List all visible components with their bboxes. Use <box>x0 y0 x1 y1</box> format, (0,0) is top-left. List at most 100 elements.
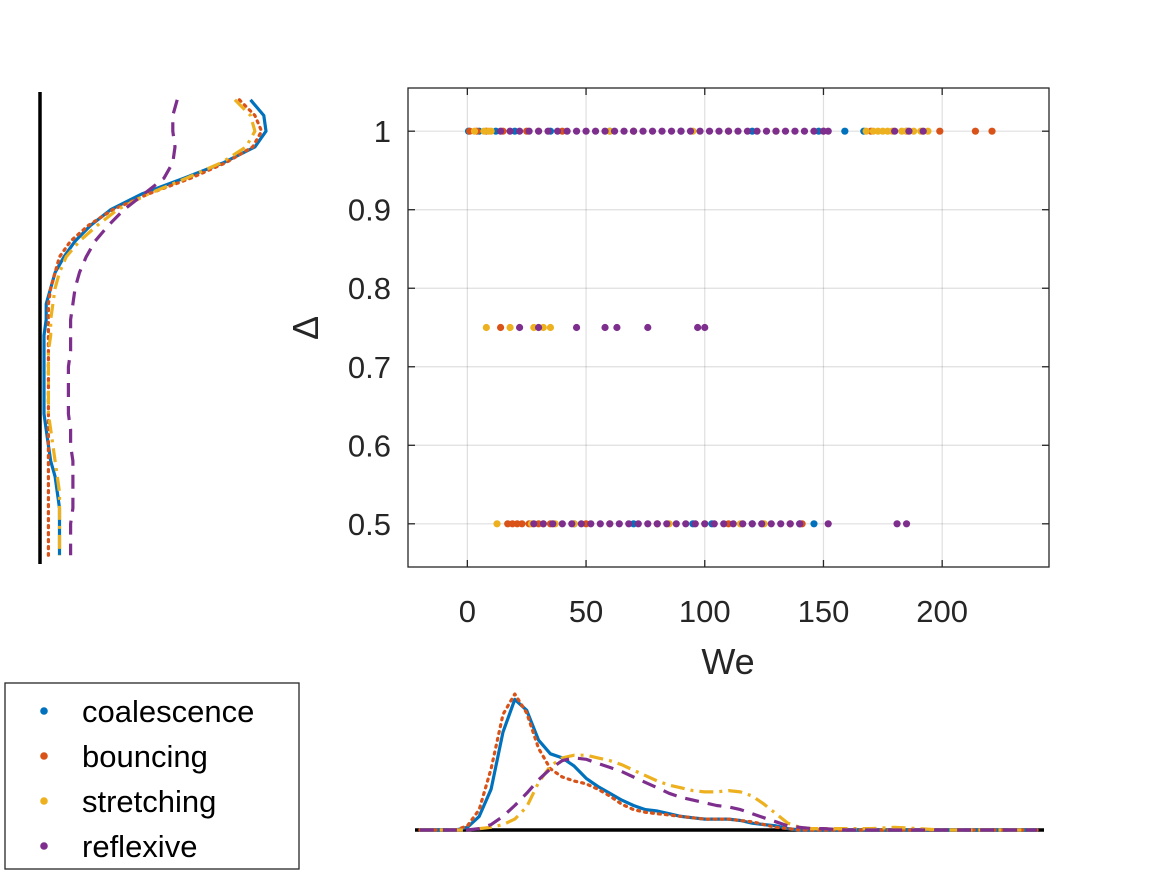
data-point-reflexive <box>667 127 676 135</box>
y-tick-label: 0.7 <box>348 350 391 385</box>
x-tick-label: 200 <box>916 594 968 629</box>
data-point-reflexive <box>663 520 671 528</box>
x-tick-label: 150 <box>798 594 850 629</box>
data-point-reflexive <box>720 520 728 528</box>
legend-marker-coalescence <box>40 707 48 715</box>
data-point-stretching <box>546 323 555 332</box>
data-point-coalescence <box>841 127 849 135</box>
y-tick-label: 1 <box>374 114 391 149</box>
data-point-reflexive <box>796 520 804 528</box>
data-point-reflexive <box>748 520 756 528</box>
data-point-reflexive <box>800 127 809 135</box>
data-point-reflexive <box>591 127 600 135</box>
legend-marker-stretching <box>40 797 48 805</box>
data-point-reflexive <box>824 127 832 135</box>
data-point-stretching <box>862 127 870 135</box>
data-point-reflexive <box>506 127 514 135</box>
legend: coalescence bouncing stretching reflexiv… <box>4 682 300 870</box>
data-point-coalescence <box>810 520 818 528</box>
x-tick-label: 100 <box>679 594 731 629</box>
data-point-reflexive <box>644 520 652 528</box>
data-point-reflexive <box>691 520 699 528</box>
marginal-y-plot <box>38 92 268 564</box>
data-point-reflexive <box>767 520 775 528</box>
legend-label-stretching: stretching <box>82 784 216 819</box>
data-point-reflexive <box>905 127 913 135</box>
x-axis-label: We <box>701 641 754 682</box>
data-point-reflexive <box>893 520 901 528</box>
data-point-bouncing <box>936 127 944 135</box>
data-point-reflexive <box>534 323 543 332</box>
plot-frame <box>407 87 1050 568</box>
data-point-reflexive <box>710 520 718 528</box>
data-point-reflexive <box>734 127 742 135</box>
data-point-reflexive <box>658 127 666 135</box>
data-point-bouncing <box>518 520 526 528</box>
data-point-reflexive <box>694 323 702 332</box>
data-point-stretching <box>493 520 501 528</box>
data-point-reflexive <box>705 127 714 135</box>
data-point-reflexive <box>919 127 927 135</box>
data-point-reflexive <box>525 127 533 135</box>
data-point-reflexive <box>777 520 785 528</box>
data-point-reflexive <box>810 127 818 135</box>
data-point-reflexive <box>781 127 790 135</box>
marginal-y-curves <box>42 98 268 557</box>
data-point-reflexive <box>739 520 747 528</box>
data-point-reflexive <box>534 127 543 135</box>
marginal-x-plot <box>415 692 1044 832</box>
data-point-reflexive <box>544 127 552 135</box>
x-tick-label: 0 <box>459 594 476 629</box>
data-point-reflexive <box>653 520 661 528</box>
data-point-reflexive <box>696 127 704 135</box>
data-point-reflexive <box>686 127 695 135</box>
data-point-reflexive <box>553 127 562 135</box>
legend-marker-bouncing <box>40 752 48 760</box>
data-point-stretching <box>470 127 479 135</box>
y-tick-label: 0.6 <box>348 428 391 463</box>
data-point-reflexive <box>682 520 690 528</box>
marginal-x-curves <box>418 692 1039 832</box>
legend-label-coalescence: coalescence <box>82 694 254 729</box>
data-point-reflexive <box>625 520 633 528</box>
data-point-reflexive <box>549 520 557 528</box>
marginal-x-curve-stretching <box>419 753 1038 832</box>
marginal-y-curve-bouncing <box>46 98 264 557</box>
data-point-bouncing <box>496 323 505 332</box>
data-point-reflexive <box>701 520 709 528</box>
data-point-reflexive <box>786 520 794 528</box>
marginal-y-curve-coalescence <box>42 98 268 556</box>
data-point-reflexive <box>644 323 652 332</box>
marginal-y-curve-reflexive <box>66 99 179 556</box>
legend-marker-reflexive <box>40 842 48 850</box>
data-point-reflexive <box>824 520 832 528</box>
data-point-reflexive <box>762 127 771 135</box>
y-axis-label: Δ <box>285 316 326 340</box>
data-point-reflexive <box>620 127 628 135</box>
data-point-reflexive <box>729 520 737 528</box>
data-point-reflexive <box>715 127 723 135</box>
data-point-reflexive <box>601 323 609 332</box>
x-tick-label: 50 <box>569 594 603 629</box>
legend-box <box>4 682 300 870</box>
data-point-reflexive <box>577 520 585 528</box>
marginal-x-curve-reflexive <box>419 756 1038 832</box>
data-point-reflexive <box>515 323 524 332</box>
data-point-reflexive <box>568 520 576 528</box>
data-point-reflexive <box>648 127 657 135</box>
legend-label-bouncing: bouncing <box>82 739 208 774</box>
data-point-reflexive <box>539 520 547 528</box>
marginal-x-curve-coalescence <box>419 697 1038 832</box>
data-point-reflexive <box>606 520 614 528</box>
data-point-bouncing <box>988 127 996 135</box>
data-point-reflexive <box>902 520 911 528</box>
data-point-reflexive <box>891 127 899 135</box>
data-point-reflexive <box>613 323 621 332</box>
data-point-stretching <box>506 323 514 332</box>
y-tick-label: 0.8 <box>348 271 391 306</box>
data-point-reflexive <box>530 520 538 528</box>
y-tick-label: 0.5 <box>348 507 391 542</box>
data-point-reflexive <box>753 127 761 135</box>
data-point-reflexive <box>558 520 566 528</box>
